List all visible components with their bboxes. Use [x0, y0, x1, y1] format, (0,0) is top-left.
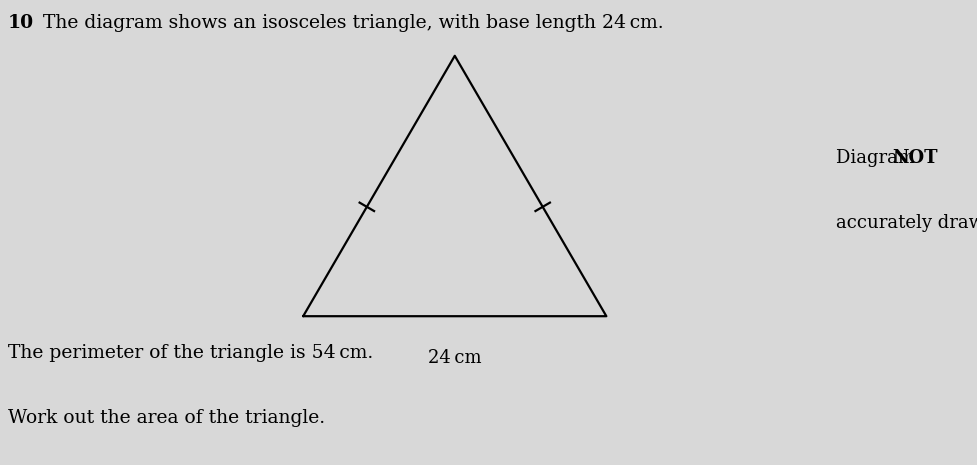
Text: NOT: NOT: [891, 149, 937, 167]
Text: 10: 10: [8, 14, 34, 32]
Text: 24 cm: 24 cm: [428, 349, 481, 367]
Text: The perimeter of the triangle is 54 cm.: The perimeter of the triangle is 54 cm.: [8, 344, 372, 362]
Text: The diagram shows an isosceles triangle, with base length 24 cm.: The diagram shows an isosceles triangle,…: [37, 14, 663, 32]
Text: accurately drawn: accurately drawn: [835, 214, 977, 232]
Text: Work out the area of the triangle.: Work out the area of the triangle.: [8, 409, 324, 427]
Text: Diagram: Diagram: [835, 149, 920, 167]
